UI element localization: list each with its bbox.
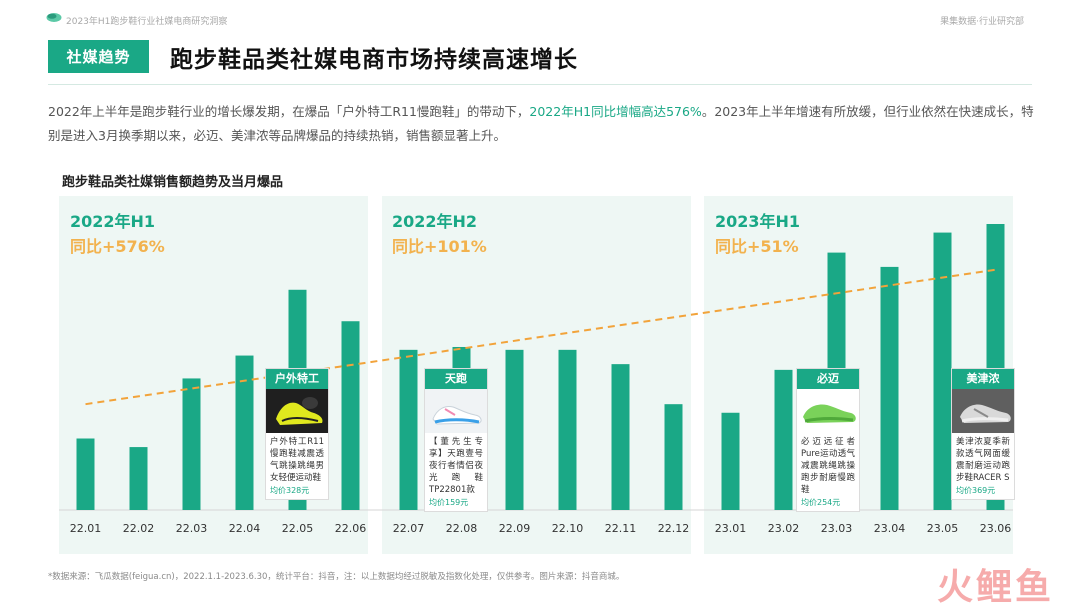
white-blue-shoe-icon xyxy=(425,389,487,433)
top-bar: 2023年H1跑步鞋行业社媒电商研究洞察 果集数据·行业研究部 xyxy=(0,0,1080,30)
leaf-logo-icon xyxy=(46,13,62,22)
product-brand: 必迈 xyxy=(797,369,859,389)
period-label-2022h1: 2022年H1 xyxy=(70,212,156,231)
x-tick-label: 22.11 xyxy=(605,522,637,535)
bar-23.04 xyxy=(880,266,899,510)
x-tick-label: 22.04 xyxy=(229,522,261,535)
x-tick-label: 22.09 xyxy=(499,522,531,535)
bar-22.11 xyxy=(611,364,630,510)
bar-22.04 xyxy=(235,355,254,510)
product-desc: 必迈远征者Pure运动透气减震跳绳跳操跑步耐磨慢跑鞋 xyxy=(801,437,855,495)
trend-line xyxy=(85,268,996,406)
x-tick-label: 22.07 xyxy=(393,522,425,535)
bar-23.05 xyxy=(933,232,952,510)
page-title: 跑步鞋品类社媒电商市场持续高速增长 xyxy=(170,46,578,73)
product-brand: 户外特工 xyxy=(266,369,328,389)
period-label-2023h1: 2023年H1 xyxy=(715,212,801,231)
product-price: 均价254元 xyxy=(801,498,841,507)
x-tick-label: 23.05 xyxy=(927,522,959,535)
bar-22.09 xyxy=(505,349,524,510)
section-tag: 社媒趋势 xyxy=(48,40,149,73)
product-price: 均价328元 xyxy=(270,486,310,495)
product-card-huwaitegong: 户外特工 户外特工R11慢跑鞋减震透气跳操跳绳男女轻便运动鞋 均价328元 xyxy=(265,368,329,500)
watermark-logo: 火鲤鱼 xyxy=(936,567,1054,608)
x-tick-label: 22.10 xyxy=(552,522,584,535)
data-source-footnote: *数据来源：飞瓜数据(feigua.cn)，2022.1.1-2023.6.30… xyxy=(48,572,625,582)
intro-text-2: 。2023年上半年增速有所放缓，但行业依然在快速成长，特别是进入3月换季期以来，… xyxy=(48,104,1034,143)
bar-22.07 xyxy=(399,349,418,510)
product-card-meijinnong: 美津浓 美津浓夏季新款透气网面缓震耐磨运动跑步鞋RACER S 均价369元 xyxy=(951,368,1015,500)
bar-22.01 xyxy=(76,438,95,510)
product-price: 均价159元 xyxy=(429,498,469,507)
product-desc: 【董先生专享】天跑壹号夜行者情侣夜光跑鞋TP22801款 xyxy=(429,437,483,495)
bar-23.01 xyxy=(721,412,740,510)
x-tick-label: 22.08 xyxy=(446,522,478,535)
intro-paragraph: 2022年上半年是跑步鞋行业的增长爆发期，在爆品「户外特工R11慢跑鞋」的带动下… xyxy=(48,100,1034,148)
period-yoy-2022h1: 同比+576% xyxy=(70,237,165,256)
x-tick-label: 22.03 xyxy=(176,522,208,535)
bar-22.10 xyxy=(558,349,577,510)
period-label-2022h2: 2022年H2 xyxy=(392,212,478,231)
x-tick-label: 22.01 xyxy=(70,522,102,535)
product-desc: 户外特工R11慢跑鞋减震透气跳操跳绳男女轻便运动鞋 xyxy=(270,437,324,483)
grey-shoe-icon xyxy=(952,389,1014,433)
product-card-bimai: 必迈 必迈远征者Pure运动透气减震跳绳跳操跑步耐磨慢跑鞋 均价254元 xyxy=(796,368,860,512)
bar-22.12 xyxy=(664,404,683,510)
x-tick-label: 23.04 xyxy=(874,522,906,535)
period-yoy-2022h2: 同比+101% xyxy=(392,237,487,256)
x-tick-label: 22.06 xyxy=(335,522,367,535)
chart-title: 跑步鞋品类社媒销售额趋势及当月爆品 xyxy=(62,175,284,190)
product-price: 均价369元 xyxy=(956,486,996,495)
x-tick-label: 23.02 xyxy=(768,522,800,535)
black-yellow-shoe-icon xyxy=(266,389,328,433)
product-brand: 天跑 xyxy=(425,369,487,389)
x-tick-label: 23.03 xyxy=(821,522,853,535)
title-divider xyxy=(48,84,1032,85)
report-title: 2023年H1跑步鞋行业社媒电商研究洞察 xyxy=(66,17,228,27)
x-tick-label: 22.02 xyxy=(123,522,155,535)
product-brand: 美津浓 xyxy=(952,369,1014,389)
x-tick-label: 23.01 xyxy=(715,522,747,535)
bar-22.02 xyxy=(129,447,148,510)
x-tick-label: 22.05 xyxy=(282,522,314,535)
product-desc: 美津浓夏季新款透气网面缓震耐磨运动跑步鞋RACER S xyxy=(956,437,1010,483)
source-label: 果集数据·行业研究部 xyxy=(940,17,1024,27)
intro-text-1: 2022年上半年是跑步鞋行业的增长爆发期，在爆品「户外特工R11慢跑鞋」的带动下… xyxy=(48,104,530,119)
green-shoe-icon xyxy=(797,389,859,433)
x-tick-label: 22.12 xyxy=(658,522,690,535)
period-yoy-2023h1: 同比+51% xyxy=(715,237,799,256)
product-card-tianpao: 天跑 【董先生专享】天跑壹号夜行者情侣夜光跑鞋TP22801款 均价159元 xyxy=(424,368,488,512)
bar-22.03 xyxy=(182,378,201,510)
bar-23.02 xyxy=(774,369,793,510)
intro-highlight: 2022年H1同比增幅高达576% xyxy=(529,104,702,119)
x-tick-label: 23.06 xyxy=(980,522,1012,535)
bar-22.06 xyxy=(341,321,360,510)
